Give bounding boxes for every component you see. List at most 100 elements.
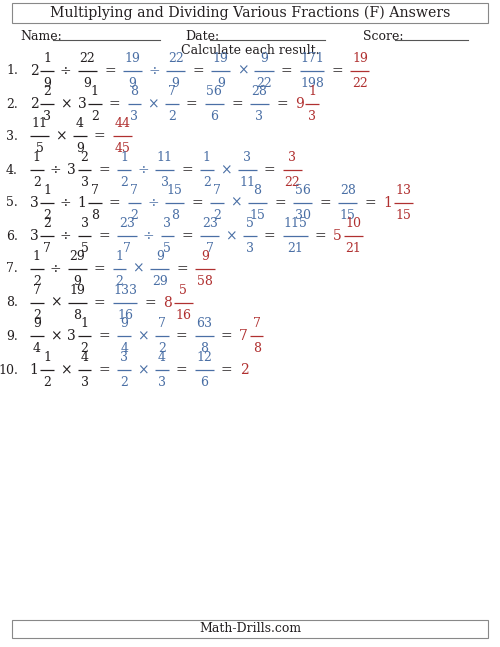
Text: 21: 21 bbox=[346, 242, 362, 255]
Text: 2: 2 bbox=[158, 342, 166, 355]
Text: 15: 15 bbox=[340, 209, 355, 222]
Text: =: = bbox=[221, 329, 232, 343]
Text: =: = bbox=[276, 97, 288, 111]
Text: 22: 22 bbox=[80, 52, 95, 65]
Text: ÷: ÷ bbox=[60, 229, 72, 243]
Text: ÷: ÷ bbox=[137, 163, 149, 177]
Text: =: = bbox=[176, 363, 188, 377]
Text: 9: 9 bbox=[201, 250, 209, 263]
Text: Math-Drills.com: Math-Drills.com bbox=[199, 622, 301, 635]
Text: 1: 1 bbox=[30, 363, 38, 377]
Text: 1: 1 bbox=[78, 196, 86, 210]
Text: ×: × bbox=[137, 329, 149, 343]
Text: 63: 63 bbox=[196, 317, 212, 330]
Text: =: = bbox=[94, 296, 106, 310]
Text: 7: 7 bbox=[130, 184, 138, 197]
Text: =: = bbox=[182, 229, 193, 243]
Text: 1: 1 bbox=[33, 250, 41, 263]
Text: 2: 2 bbox=[213, 209, 221, 222]
Text: =: = bbox=[231, 97, 242, 111]
Text: 7: 7 bbox=[168, 85, 176, 98]
Text: 7: 7 bbox=[91, 184, 98, 197]
Text: =: = bbox=[98, 229, 110, 243]
Text: ×: × bbox=[56, 129, 67, 143]
Text: 1: 1 bbox=[383, 196, 392, 210]
Text: =: = bbox=[332, 64, 343, 78]
Text: 9: 9 bbox=[33, 317, 40, 330]
Text: 1: 1 bbox=[80, 317, 88, 330]
Text: 3: 3 bbox=[68, 329, 76, 343]
Text: 29: 29 bbox=[70, 250, 85, 263]
Text: 7: 7 bbox=[43, 242, 51, 255]
Text: 3: 3 bbox=[80, 217, 88, 230]
Text: 2: 2 bbox=[240, 363, 249, 377]
Text: 5: 5 bbox=[180, 284, 187, 297]
Text: =: = bbox=[176, 329, 188, 343]
Text: 56: 56 bbox=[206, 85, 222, 98]
Text: 1: 1 bbox=[43, 52, 51, 65]
Text: 8: 8 bbox=[254, 184, 262, 197]
Text: 16: 16 bbox=[117, 309, 133, 322]
Text: 4.: 4. bbox=[6, 164, 18, 177]
Text: ×: × bbox=[60, 97, 72, 111]
Text: 9: 9 bbox=[120, 317, 128, 330]
Text: 11: 11 bbox=[32, 117, 48, 130]
Text: =: = bbox=[176, 262, 188, 276]
Text: 2: 2 bbox=[43, 376, 51, 389]
Text: 12: 12 bbox=[196, 351, 212, 364]
Text: 198: 198 bbox=[300, 77, 324, 90]
Text: =: = bbox=[364, 196, 376, 210]
Text: 15: 15 bbox=[167, 184, 182, 197]
Text: 9: 9 bbox=[295, 97, 304, 111]
Text: 1.: 1. bbox=[6, 65, 18, 78]
Text: 11: 11 bbox=[240, 176, 256, 189]
Text: 7: 7 bbox=[213, 184, 221, 197]
Text: 4: 4 bbox=[33, 342, 41, 355]
Text: 8: 8 bbox=[130, 85, 138, 98]
Text: 7: 7 bbox=[240, 329, 248, 343]
Text: 22: 22 bbox=[284, 176, 300, 189]
Text: 2: 2 bbox=[33, 176, 40, 189]
Text: 19: 19 bbox=[213, 52, 229, 65]
Text: 9: 9 bbox=[156, 250, 164, 263]
Text: 9.: 9. bbox=[6, 329, 18, 342]
Text: =: = bbox=[144, 296, 156, 310]
Text: ×: × bbox=[230, 196, 241, 210]
Text: 1: 1 bbox=[43, 351, 51, 364]
Text: 4: 4 bbox=[120, 342, 128, 355]
Text: 2: 2 bbox=[43, 85, 51, 98]
Text: =: = bbox=[186, 97, 198, 111]
Text: 2: 2 bbox=[43, 209, 51, 222]
Text: 2: 2 bbox=[120, 176, 128, 189]
Text: 3: 3 bbox=[30, 229, 38, 243]
Text: 2: 2 bbox=[120, 376, 128, 389]
Text: 1: 1 bbox=[43, 184, 51, 197]
Text: 2: 2 bbox=[203, 176, 211, 189]
Text: 56: 56 bbox=[294, 184, 310, 197]
Text: =: = bbox=[182, 163, 193, 177]
Text: 9: 9 bbox=[172, 77, 179, 90]
Text: 44: 44 bbox=[114, 117, 130, 130]
Text: 3: 3 bbox=[80, 376, 88, 389]
Text: 3: 3 bbox=[158, 376, 166, 389]
Text: 30: 30 bbox=[294, 209, 310, 222]
Text: 1: 1 bbox=[203, 151, 211, 164]
Text: 3: 3 bbox=[80, 176, 88, 189]
Text: 23: 23 bbox=[202, 217, 218, 230]
Text: 7: 7 bbox=[252, 317, 260, 330]
Text: 2: 2 bbox=[130, 209, 138, 222]
Text: 9: 9 bbox=[76, 142, 84, 155]
Text: 8: 8 bbox=[163, 296, 172, 310]
Text: 8: 8 bbox=[252, 342, 260, 355]
Text: 171: 171 bbox=[300, 52, 324, 65]
Text: 45: 45 bbox=[114, 142, 130, 155]
Text: 5: 5 bbox=[164, 242, 171, 255]
Text: ×: × bbox=[132, 262, 144, 276]
Text: =: = bbox=[192, 64, 204, 78]
Text: 9: 9 bbox=[217, 77, 225, 90]
Text: 3: 3 bbox=[244, 151, 252, 164]
Text: =: = bbox=[98, 163, 110, 177]
Text: 22: 22 bbox=[168, 52, 184, 65]
Text: 10: 10 bbox=[346, 217, 362, 230]
Text: 2: 2 bbox=[33, 275, 40, 288]
